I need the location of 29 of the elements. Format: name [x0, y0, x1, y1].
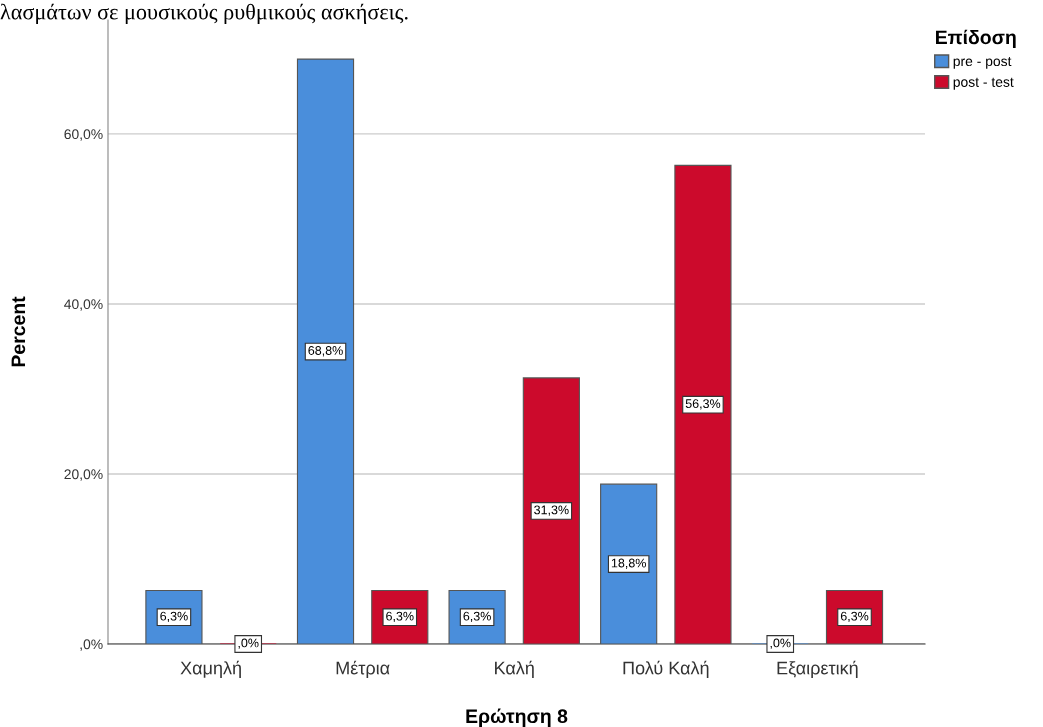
- data-label: 6,3%: [840, 611, 869, 623]
- data-label: 6,3%: [160, 611, 188, 623]
- x-tick-label: Καλή: [495, 660, 534, 678]
- legend-label: pre - post: [953, 57, 1012, 69]
- bar: [522, 377, 580, 644]
- data-label: ,0%: [238, 638, 259, 649]
- y-tick-label: 40,0%: [64, 299, 103, 311]
- data-label: 18,8%: [611, 558, 646, 569]
- annotation: λασμάτων σε μουσικούς ρυθμικούς ασκήσεις.: [0, 3, 408, 25]
- x-tick-label: Εξαιρετική: [777, 660, 858, 679]
- data-label: 68,8%: [308, 346, 343, 357]
- x-tick-label: Μέτρια: [336, 660, 390, 679]
- bar: [296, 58, 355, 644]
- data-label: 31,3%: [534, 505, 569, 516]
- bar: [674, 164, 732, 644]
- x-tick-label: Χαμηλή: [180, 660, 241, 678]
- data-label: 6,3%: [386, 611, 414, 623]
- y-tick-label: 60,0%: [64, 129, 103, 141]
- x-tick-label: Πολύ Καλή: [623, 660, 709, 678]
- legend-title: Επίδοση: [936, 29, 1016, 49]
- y-tick-label: 20,0%: [64, 469, 103, 481]
- data-label: 6,3%: [463, 611, 491, 623]
- y-axis-title: Percent: [11, 296, 26, 367]
- data-label: ,0%: [770, 638, 791, 649]
- bar: [600, 483, 658, 644]
- data-label: 56,3%: [685, 399, 721, 410]
- legend-label: post - test: [953, 77, 1014, 90]
- y-tick-label: ,0%: [80, 639, 103, 651]
- x-axis-title: Ερώτηση 8: [466, 708, 568, 727]
